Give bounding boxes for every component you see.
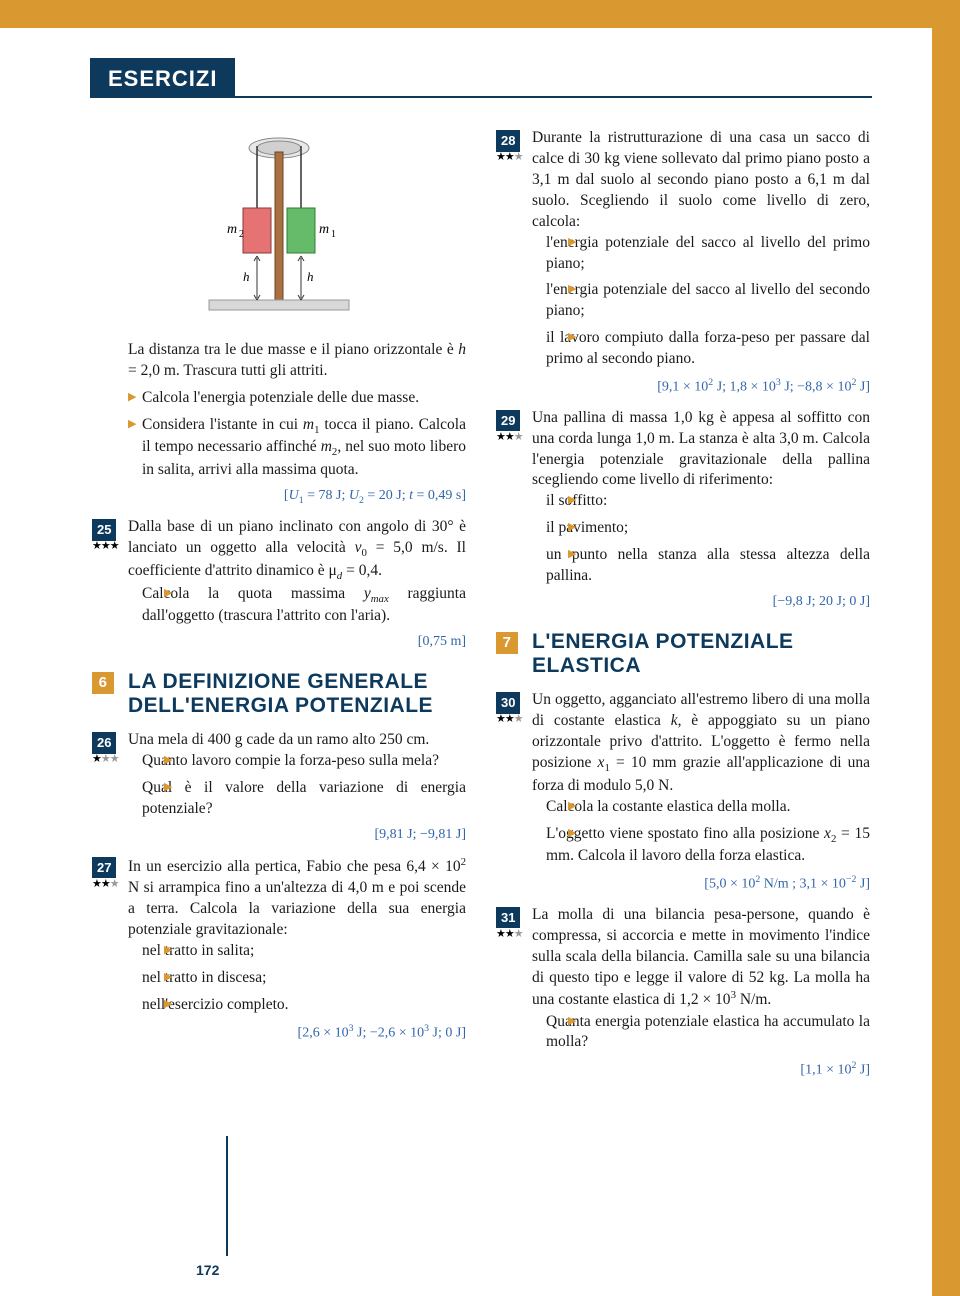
ex-bullet-1: il soffitto: bbox=[532, 491, 870, 512]
section-title: L'ENERGIA POTENZIALE ELASTICA bbox=[532, 630, 794, 677]
section-number: 6 bbox=[92, 672, 114, 694]
label-m1: m bbox=[319, 222, 329, 237]
ex-bullet-3: il lavoro compiuto dalla forza-peso per … bbox=[532, 328, 870, 370]
ex-number: 30 bbox=[496, 692, 520, 714]
ex-bullet-1: l'energia potenziale del sacco al livell… bbox=[532, 233, 870, 275]
exercise-25: 25 ★★★ Dalla base di un piano inclinato … bbox=[92, 517, 466, 652]
difficulty-stars: ★★★ bbox=[496, 430, 523, 445]
ex-answer: [0,75 m] bbox=[128, 633, 466, 652]
ex-text: La molla di una bilancia pesa-persone, q… bbox=[532, 905, 870, 1012]
section-6-heading: 6 LA DEFINIZIONE GENERALE DELL'ENERGIA P… bbox=[92, 670, 466, 718]
ex-bullet-1: Quanto lavoro compie la forza-peso sulla… bbox=[128, 751, 466, 772]
ex-bullet-2: Qual è il valore della variazione di ene… bbox=[128, 778, 466, 820]
ex-bullet-1: nel tratto in salita; bbox=[128, 941, 466, 962]
intro-answer: [U1 = 78 J; U2 = 20 J; t = 0,49 s] bbox=[92, 487, 466, 507]
exercise-31: 31 ★★★ La molla di una bilancia pesa-per… bbox=[496, 905, 870, 1081]
ex-number: 27 bbox=[92, 857, 116, 879]
section-number: 7 bbox=[496, 632, 518, 654]
exercise-28: 28 ★★★ Durante la ristrutturazione di un… bbox=[496, 128, 870, 398]
intro-text: La distanza tra le due masse e il piano … bbox=[92, 340, 466, 382]
exercise-26: 26 ★★★ Una mela di 400 g cade da un ramo… bbox=[92, 730, 466, 845]
ex-text: Una pallina di massa 1,0 kg è appesa al … bbox=[532, 408, 870, 492]
label-h-right: h bbox=[307, 269, 314, 284]
intro-block: La distanza tra le due masse e il piano … bbox=[92, 340, 466, 507]
section-7-heading: 7 L'ENERGIA POTENZIALE ELASTICA bbox=[496, 630, 870, 678]
header-line bbox=[90, 96, 872, 98]
pulley-diagram: m 2 m 1 h h bbox=[169, 128, 389, 328]
exercise-29: 29 ★★★ Una pallina di massa 1,0 kg è app… bbox=[496, 408, 870, 612]
difficulty-stars: ★★★ bbox=[92, 539, 119, 554]
difficulty-stars: ★★★ bbox=[496, 927, 523, 942]
ex-answer: [2,6 × 103 J; −2,6 × 103 J; 0 J] bbox=[128, 1022, 466, 1044]
intro-bullet-2: Considera l'istante in cui m1 tocca il p… bbox=[92, 415, 466, 481]
ex-number: 28 bbox=[496, 130, 520, 152]
ex-bullet-2: nel tratto in discesa; bbox=[128, 968, 466, 989]
label-m2: m bbox=[227, 222, 237, 237]
ex-answer: [1,1 × 102 J] bbox=[532, 1059, 870, 1081]
content-columns: m 2 m 1 h h La distanza tra le due masse… bbox=[92, 128, 870, 1246]
ex-text: Un oggetto, agganciato all'estremo liber… bbox=[532, 690, 870, 796]
ex-bullet-2: il pavimento; bbox=[532, 518, 870, 539]
label-m1-sub: 1 bbox=[331, 229, 336, 240]
ex-bullet: Calcola la quota massima ymax raggiunta … bbox=[128, 584, 466, 628]
exercise-27: 27 ★★★ In un esercizio alla pertica, Fab… bbox=[92, 855, 466, 1043]
intro-bullet-1: Calcola l'energia potenziale delle due m… bbox=[92, 388, 466, 409]
ex-bullet-3: nell'esercizio completo. bbox=[128, 995, 466, 1016]
exercise-30: 30 ★★★ Un oggetto, agganciato all'estrem… bbox=[496, 690, 870, 895]
difficulty-stars: ★★★ bbox=[92, 877, 119, 892]
ex-answer: [−9,8 J; 20 J; 0 J] bbox=[532, 593, 870, 612]
page-number: 172 bbox=[196, 1262, 219, 1278]
pulley-diagram-block: m 2 m 1 h h bbox=[92, 128, 466, 328]
page: ESERCIZI m 2 m 1 h bbox=[0, 28, 932, 1296]
header-tab: ESERCIZI bbox=[90, 58, 235, 98]
ex-answer: [9,81 J; −9,81 J] bbox=[128, 826, 466, 845]
section-title: LA DEFINIZIONE GENERALE DELL'ENERGIA POT… bbox=[128, 670, 433, 717]
difficulty-stars: ★★★ bbox=[496, 712, 523, 727]
ex-text: Una mela di 400 g cade da un ramo alto 2… bbox=[128, 730, 466, 751]
label-m2-sub: 2 bbox=[239, 229, 244, 240]
page-number-line bbox=[226, 1136, 228, 1256]
ex-answer: [5,0 × 102 N/m ; 3,1 × 10−2 J] bbox=[532, 873, 870, 895]
ex-bullet-1: Calcola la costante elastica della molla… bbox=[532, 797, 870, 818]
label-h-left: h bbox=[243, 269, 250, 284]
ex-number: 25 bbox=[92, 519, 116, 541]
ex-text: Dalla base di un piano inclinato con ang… bbox=[128, 517, 466, 583]
ex-text: Durante la ristrutturazione di una casa … bbox=[532, 128, 870, 233]
ex-number: 31 bbox=[496, 907, 520, 929]
ex-number: 26 bbox=[92, 732, 116, 754]
difficulty-stars: ★★★ bbox=[496, 150, 523, 165]
ex-bullet-2: L'oggetto viene spostato fino alla posiz… bbox=[532, 824, 870, 868]
ex-bullet-3: un punto nella stanza alla stessa altezz… bbox=[532, 545, 870, 587]
ex-bullet-1: Quanta energia potenziale elastica ha ac… bbox=[532, 1012, 870, 1054]
ex-answer: [9,1 × 102 J; 1,8 × 103 J; −8,8 × 102 J] bbox=[532, 376, 870, 398]
ex-bullet-2: l'energia potenziale del sacco al livell… bbox=[532, 280, 870, 322]
ex-text: In un esercizio alla pertica, Fabio che … bbox=[128, 855, 466, 941]
ex-number: 29 bbox=[496, 410, 520, 432]
difficulty-stars: ★★★ bbox=[92, 752, 119, 767]
